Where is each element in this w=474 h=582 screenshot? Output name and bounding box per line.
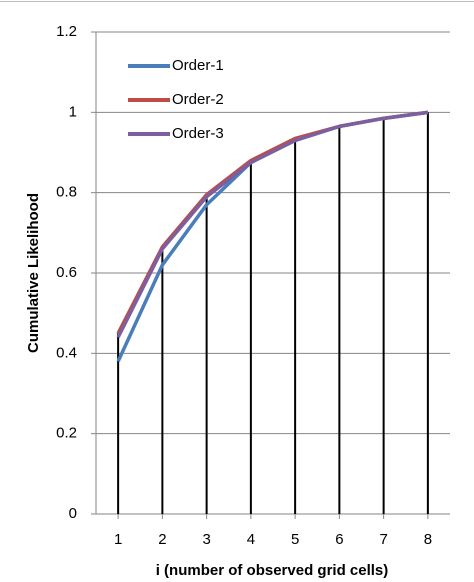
x-tick-label: 7 [379,531,387,548]
x-tick-label: 1 [114,531,122,548]
x-tick-label: 5 [291,531,299,548]
y-tick-label: 0.4 [56,344,77,361]
y-axis-title: Cumulative Likelihood [25,193,42,353]
series-line [116,110,429,339]
legend-label: Order-3 [172,125,224,142]
series-line [116,110,429,335]
x-tick-label: 8 [424,531,432,548]
x-tick-label: 4 [247,531,255,548]
y-tick-label: 0.2 [56,425,77,442]
legend-label: Order-2 [172,91,224,108]
x-axis-title: i (number of observed grid cells) [156,562,389,579]
x-tick-label: 2 [158,531,166,548]
legend-label: Order-1 [172,57,224,74]
y-tick-label: 0.6 [56,264,77,281]
y-tick-label: 0 [69,505,77,522]
y-tick-label: 1.2 [56,23,77,40]
x-tick-label: 6 [335,531,343,548]
x-tick-label: 3 [202,531,210,548]
y-tick-label: 0.8 [56,184,77,201]
y-tick-label: 1 [69,103,77,120]
